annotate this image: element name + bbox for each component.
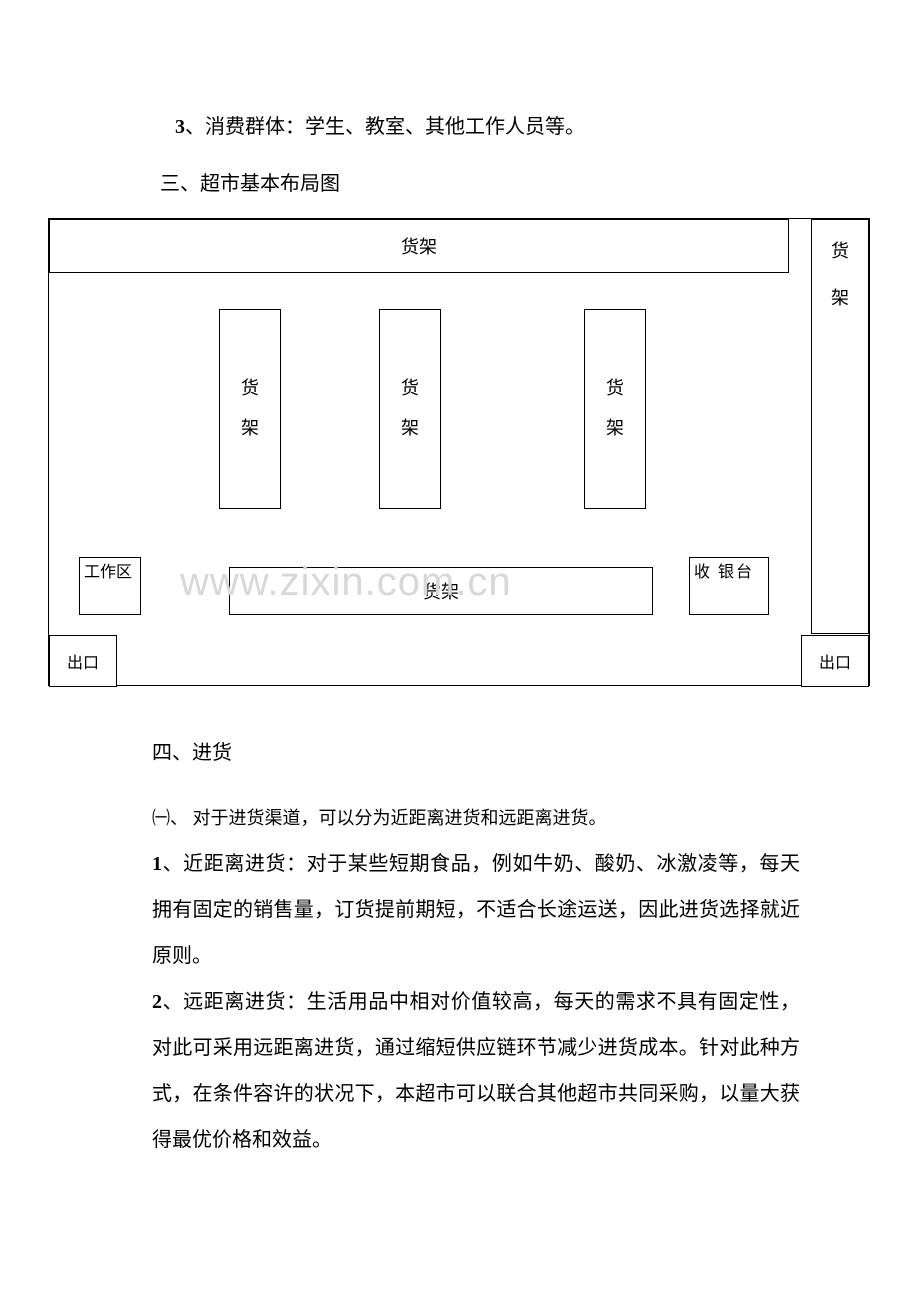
work-area: 工作区 (79, 557, 141, 615)
cashier-label: 收 银台 (694, 562, 754, 584)
exit-left: 出口 (49, 635, 117, 687)
para-intro-text: ㈠、 对于进货渠道，可以分为近距离进货和远距离进货。 (152, 808, 607, 828)
shelf-mid-3: 货架 (584, 309, 646, 509)
shelf-mid-1: 货架 (219, 309, 281, 509)
exit-label-right: 出口 (819, 649, 851, 673)
para-intro: ㈠、 对于进货渠道，可以分为近距离进货和远距离进货。 (152, 795, 800, 841)
shelf-top: 货架 (49, 219, 789, 273)
supermarket-layout-diagram: 货架 货架 货架 货架 货架 工作区 货架 收 银台 出口 出口 (48, 218, 870, 686)
item-number-3: 3 (175, 116, 185, 138)
shelf-mid-2: 货架 (379, 309, 441, 509)
para1-num: 1 (152, 853, 162, 875)
exit-label-left: 出口 (67, 649, 99, 673)
para2-num: 2 (152, 991, 162, 1013)
shelf-label-v2: 货架 (401, 369, 419, 448)
para-2: 2、远距离进货：生活用品中相对价值较高，每天的需求不具有固定性，对此可采用远距离… (152, 979, 800, 1163)
cashier: 收 银台 (689, 557, 769, 615)
work-area-label: 工作区 (84, 562, 132, 584)
para1-text: 、近距离进货：对于某些短期食品，例如牛奶、酸奶、冰激凌等，每天拥有固定的销售量，… (152, 853, 800, 967)
para-1: 1、近距离进货：对于某些短期食品，例如牛奶、酸奶、冰激凌等，每天拥有固定的销售量… (152, 841, 800, 979)
exit-right: 出口 (801, 635, 869, 687)
section-4-title: 四、进货 (152, 736, 860, 765)
item-text-3: 、消费群体：学生、教室、其他工作人员等。 (185, 116, 585, 138)
shelf-label-v1: 货架 (241, 369, 259, 448)
shelf-label: 货架 (401, 233, 437, 259)
shelf-label-v3: 货架 (606, 369, 624, 448)
para2-text: 、远距离进货：生活用品中相对价值较高，每天的需求不具有固定性，对此可采用远距离进… (152, 991, 800, 1151)
section-3-title: 三、超市基本布局图 (160, 167, 860, 196)
shelf-label-bottom: 货架 (423, 578, 459, 604)
consumer-group-line: 3、消费群体：学生、教室、其他工作人员等。 (175, 110, 860, 139)
shelf-label-vertical: 货架 (812, 228, 868, 322)
shelf-right: 货架 (811, 219, 869, 634)
shelf-bottom: 货架 (229, 567, 653, 615)
